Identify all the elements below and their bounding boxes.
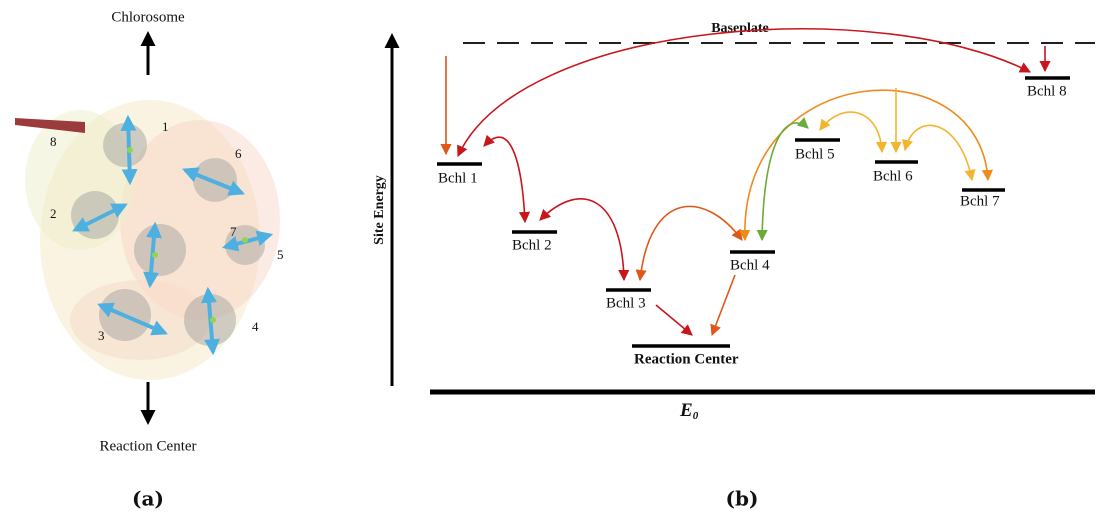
arrow [905,125,972,180]
levels: Bchl 1 Bchl 2 Bchl 3 Bchl 4 Bchl 5 Bchl … [437,78,1070,367]
arrow [540,199,624,280]
caption: (a) [132,487,164,511]
panel-b: Site Energy E0 Baseplate Bchl 1 Bchl 2 B… [372,21,1095,510]
level-label: Bchl 1 [438,170,478,186]
bottom-label: Reaction Center [99,438,196,454]
arrow [745,90,988,240]
arrow [458,29,1030,156]
transfer-arrows [446,29,1045,335]
site-number: 3 [98,328,105,343]
arrow [712,275,735,335]
site-number: 5 [277,247,284,262]
site-number: 1 [162,119,169,134]
level-label: Bchl 6 [873,168,913,184]
level-label: Bchl 5 [795,146,835,162]
arrow [484,137,525,222]
baseline-label: E0 [679,400,699,421]
reaction-center-label: Reaction Center [634,351,739,367]
level-label: Bchl 8 [1027,83,1067,99]
baseline-main: E [679,400,693,421]
baseline-sub: 0 [693,410,699,422]
level-label: Bchl 7 [960,193,1000,209]
level-label: Bchl 4 [730,257,770,273]
y-axis-label: Site Energy [372,175,387,245]
arrow [640,206,742,280]
level-label: Bchl 2 [512,237,552,253]
arrow [656,305,692,335]
site-number: 8 [50,134,57,149]
page: {"panel_a": {"top_label": "Chlorosome", … [0,0,1105,522]
figure: Chlorosome [0,0,1105,522]
level-label: Bchl 3 [606,295,646,311]
site-number: 2 [50,206,57,221]
baseplate-label: Baseplate [711,21,769,36]
site-number: 4 [252,319,259,334]
site-number: 7 [230,224,237,239]
site-number: 6 [235,146,242,161]
panel-a: Chlorosome [15,9,284,510]
top-label: Chlorosome [111,9,185,25]
caption: (b) [726,487,759,511]
